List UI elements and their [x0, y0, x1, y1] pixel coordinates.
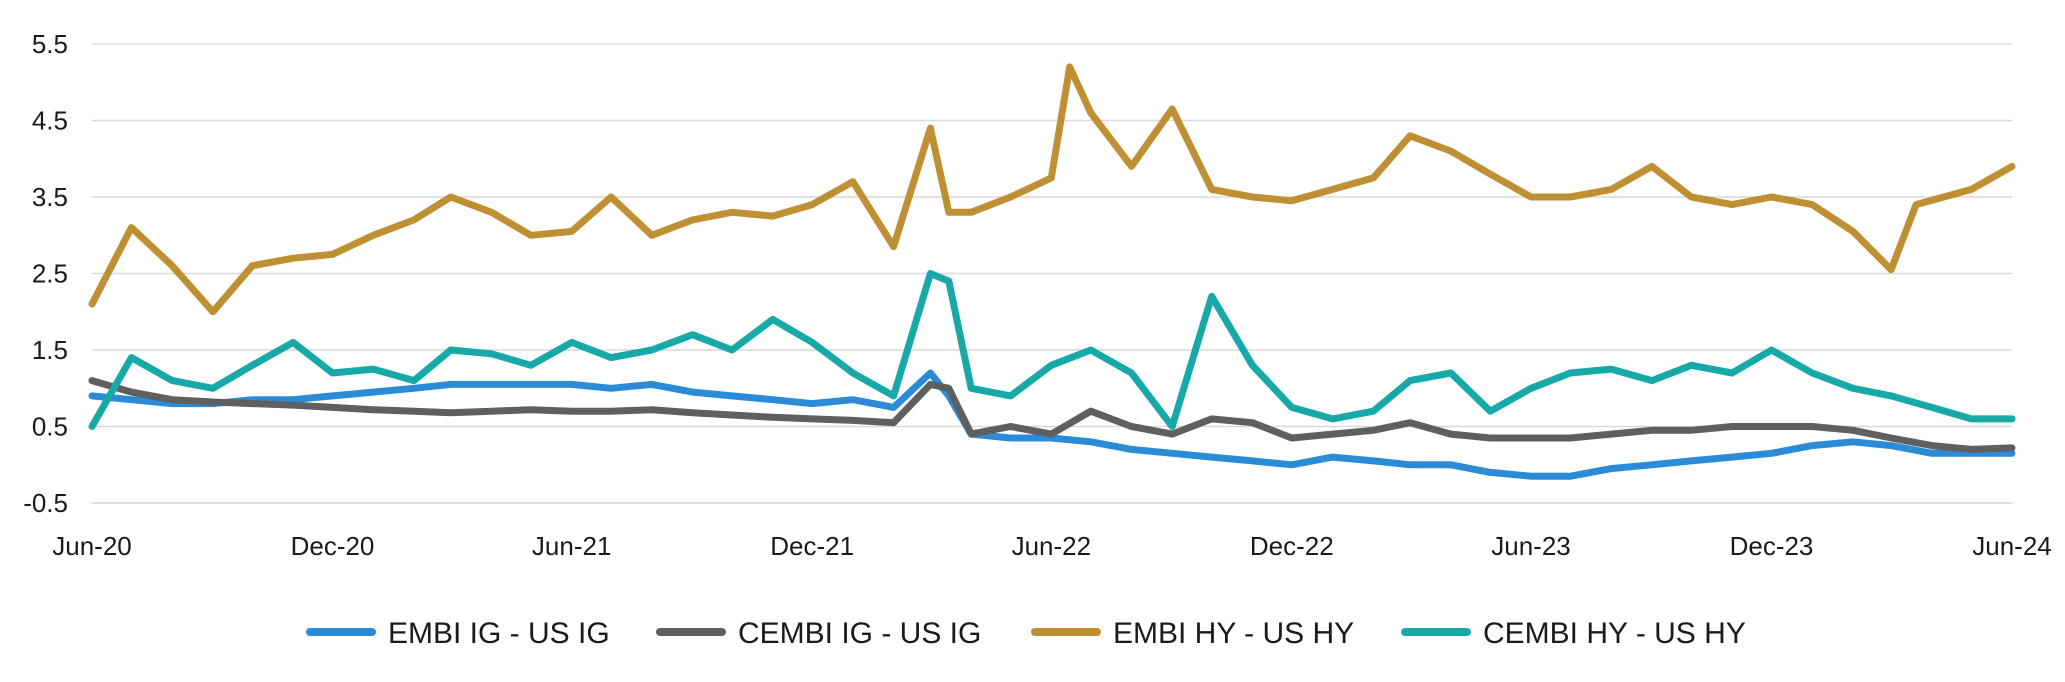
x-tick-label: Jun-21 — [532, 531, 612, 561]
y-tick-label: 4.5 — [32, 106, 68, 136]
x-tick-label: Jun-23 — [1491, 531, 1571, 561]
y-tick-label: 5.5 — [32, 29, 68, 59]
x-tick-label: Dec-23 — [1730, 531, 1814, 561]
legend-label: EMBI IG - US IG — [388, 617, 610, 650]
x-tick-label: Jun-20 — [52, 531, 132, 561]
y-tick-label: 3.5 — [32, 182, 68, 212]
x-tick-label: Jun-24 — [1972, 531, 2052, 561]
legend-label: CEMBI HY - US HY — [1483, 617, 1746, 650]
legend-label: EMBI HY - US HY — [1113, 617, 1354, 650]
series-line-3 — [88, 63, 2016, 316]
x-tick-label: Dec-21 — [770, 531, 854, 561]
y-tick-label: 1.5 — [32, 335, 68, 365]
x-tick-label: Jun-22 — [1012, 531, 1092, 561]
x-tick-label: Dec-20 — [291, 531, 375, 561]
x-axis-ticks: Jun-20 Dec-20 Jun-21 Dec-21 Jun-22 Dec-22 Jun-… — [52, 531, 2052, 561]
y-tick-label: 2.5 — [32, 259, 68, 289]
series-line-2 — [88, 377, 2016, 453]
grid-layer — [92, 43, 2012, 504]
y-tick-label: -0.5 — [23, 488, 68, 518]
y-tick-label: 0.5 — [32, 412, 68, 442]
legend-label: CEMBI IG - US IG — [738, 617, 981, 650]
series-line-1 — [88, 369, 2016, 480]
legend: EMBI IG - US IG CEMBI IG - US IG EMBI HY -… — [306, 617, 1746, 650]
x-tick-label: Dec-22 — [1250, 531, 1334, 561]
series-line-4 — [88, 270, 2016, 430]
series-layer — [88, 63, 2016, 480]
y-axis-ticks: -0.5 0.5 1.5 2.5 3.5 4.5 5.5 — [23, 29, 68, 518]
